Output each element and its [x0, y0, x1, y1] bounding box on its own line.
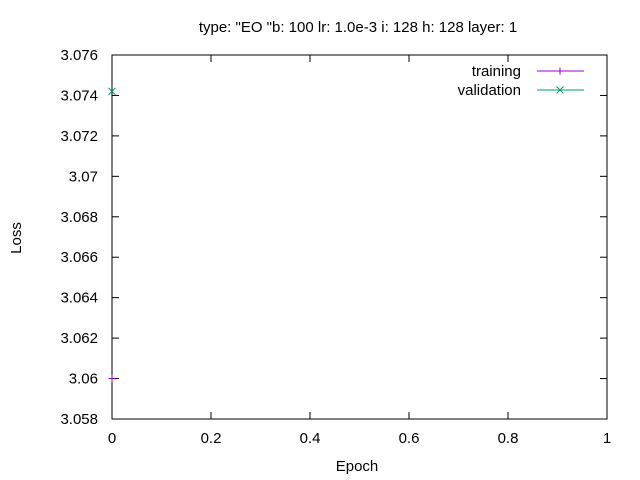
y-tick-label: 3.076 — [60, 47, 98, 64]
chart-title: type: "EO "b: 100 lr: 1.0e-3 i: 128 h: 1… — [199, 19, 517, 36]
y-tick-label: 3.07 — [69, 168, 98, 185]
x-tick-label: 0 — [108, 430, 116, 447]
y-tick-label: 3.068 — [60, 209, 98, 226]
legend-label-training: training — [472, 63, 521, 80]
x-tick-label: 0.4 — [300, 430, 321, 447]
y-tick-label: 3.062 — [60, 330, 98, 347]
data-marks — [108, 87, 116, 383]
cross-marker-b — [556, 86, 564, 94]
y-tick-label: 3.066 — [60, 249, 98, 266]
training-point — [108, 375, 116, 383]
legend-marker-validation — [556, 86, 564, 94]
legend: training validation — [458, 63, 584, 99]
plot-frame — [111, 54, 608, 420]
x-tick-label: 1 — [603, 430, 611, 447]
x-tick-label: 0.2 — [201, 430, 222, 447]
y-tick-label: 3.06 — [69, 371, 98, 388]
x-axis-label: Epoch — [336, 458, 379, 475]
x-tick-label: 0.8 — [498, 430, 519, 447]
y-tick-label: 3.064 — [60, 290, 98, 307]
legend-marker-training — [556, 67, 564, 75]
x-tick-label: 0.6 — [399, 430, 420, 447]
y-tick-label: 3.058 — [60, 411, 98, 428]
y-axis-label: Loss — [8, 222, 25, 254]
validation-point — [108, 87, 116, 96]
legend-label-validation: validation — [458, 82, 521, 99]
axes: 3.058 3.06 3.062 3.064 3.066 3.068 3.07 3.072 3.… — [60, 47, 611, 447]
y-tick-label: 3.074 — [60, 87, 98, 104]
y-tick-label: 3.072 — [60, 128, 98, 145]
cross-marker-b — [108, 87, 116, 96]
